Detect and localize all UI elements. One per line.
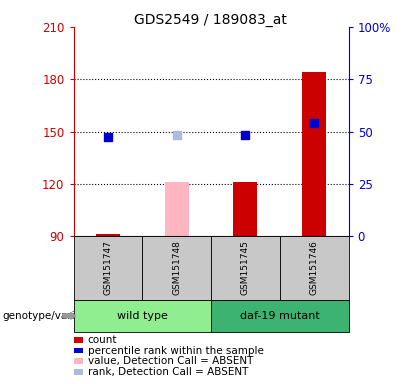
- Point: [105, 134, 111, 140]
- Point: [173, 132, 180, 138]
- Point: [311, 120, 318, 126]
- Bar: [234, 182, 257, 236]
- Text: GSM151746: GSM151746: [310, 240, 319, 295]
- Bar: [165, 182, 189, 236]
- Text: GDS2549 / 189083_at: GDS2549 / 189083_at: [134, 13, 286, 27]
- Text: percentile rank within the sample: percentile rank within the sample: [88, 346, 264, 356]
- Text: GSM151747: GSM151747: [103, 240, 113, 295]
- Text: wild type: wild type: [117, 311, 168, 321]
- Text: genotype/variation: genotype/variation: [2, 311, 101, 321]
- Text: daf-19 mutant: daf-19 mutant: [240, 311, 320, 321]
- Point: [242, 132, 249, 138]
- Text: GSM151745: GSM151745: [241, 240, 250, 295]
- Bar: [302, 72, 326, 236]
- Text: count: count: [88, 335, 117, 345]
- Text: GSM151748: GSM151748: [172, 240, 181, 295]
- Bar: [96, 234, 120, 236]
- Text: rank, Detection Call = ABSENT: rank, Detection Call = ABSENT: [88, 367, 248, 377]
- Text: value, Detection Call = ABSENT: value, Detection Call = ABSENT: [88, 356, 253, 366]
